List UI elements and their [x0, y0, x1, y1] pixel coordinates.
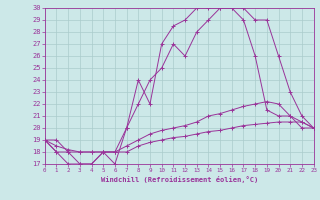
X-axis label: Windchill (Refroidissement éolien,°C): Windchill (Refroidissement éolien,°C)	[100, 176, 258, 183]
